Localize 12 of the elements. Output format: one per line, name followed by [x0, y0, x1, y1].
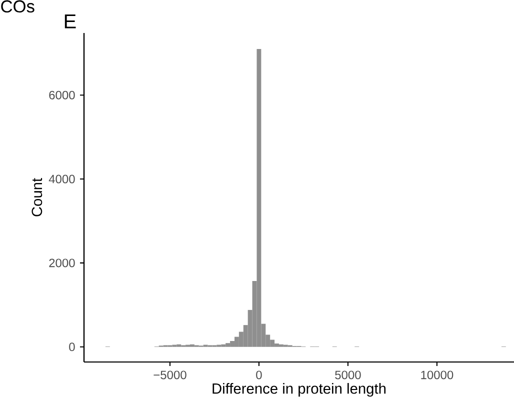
x-tick-label: −5000 [154, 370, 186, 380]
y-tick-label: 6000 [49, 90, 75, 100]
y-tick-label: 2000 [49, 258, 75, 268]
y-axis-title: Count [32, 178, 42, 216]
y-tick-label: 0 [69, 342, 75, 352]
chart-title: E [64, 14, 76, 28]
y-tick-label: 4000 [48, 174, 75, 184]
x-axis-title: Difference in protein length [212, 383, 386, 397]
text: COs [1, 0, 34, 13]
x-tick-label: 0 [256, 370, 262, 380]
x-tick-label: 10000 [421, 370, 454, 380]
x-tick-label: 5000 [335, 370, 361, 380]
